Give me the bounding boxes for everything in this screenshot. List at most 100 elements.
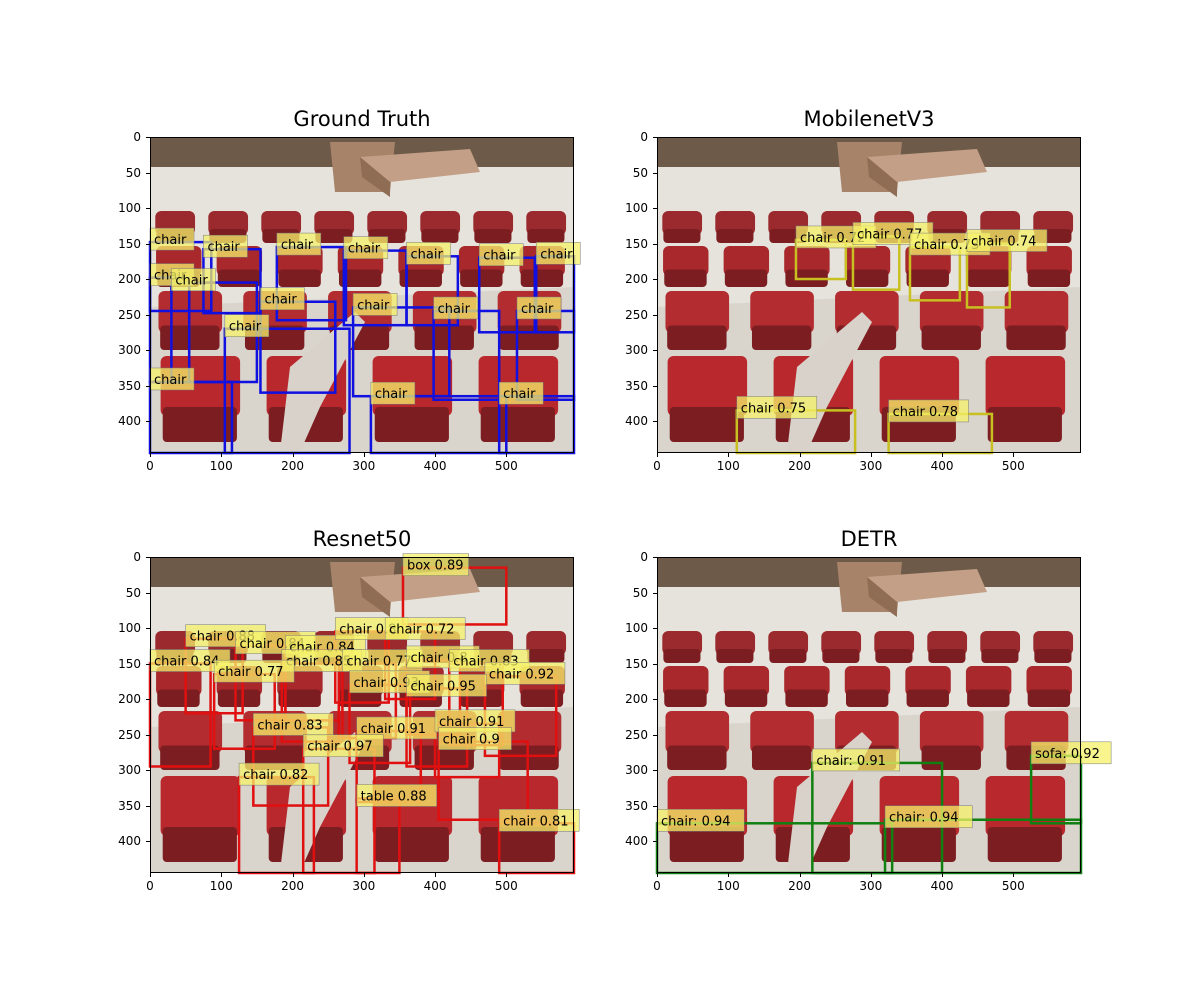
box-label: chair 0.74 bbox=[971, 235, 1036, 250]
x-tick-label: 100 bbox=[209, 459, 233, 473]
y-tick-mark bbox=[146, 350, 150, 352]
panel-title: Resnet50 bbox=[312, 527, 412, 551]
scene-seat-base bbox=[967, 689, 1010, 707]
scene-seat bbox=[965, 666, 1012, 696]
x-tick-label: 400 bbox=[930, 879, 954, 893]
box-label: chair bbox=[229, 320, 262, 335]
box-label: chair bbox=[207, 240, 240, 255]
panel-ground-truth: Ground Truth chair chair chair chair chair cha… bbox=[118, 107, 581, 472]
axes-frame bbox=[657, 557, 1081, 873]
box-label-bg bbox=[535, 242, 581, 265]
box-label-bg bbox=[384, 617, 466, 640]
scene-seat-base bbox=[785, 689, 828, 707]
x-tick-mark bbox=[150, 453, 151, 457]
box-label-bg bbox=[884, 805, 973, 828]
axes-frame bbox=[150, 137, 574, 453]
box-label: chair: 0.94 bbox=[661, 814, 731, 829]
x-tick-label: 0 bbox=[653, 459, 661, 473]
scene-seat-base bbox=[881, 827, 956, 862]
axes-frame bbox=[150, 557, 574, 873]
y-tick-mark bbox=[146, 385, 150, 387]
scene-seat-base bbox=[278, 689, 321, 707]
scene-seat-base bbox=[162, 827, 237, 862]
scene-aisle bbox=[280, 312, 365, 452]
scene-seat bbox=[1026, 666, 1072, 696]
y-tick-mark bbox=[146, 734, 150, 736]
scene-seat bbox=[1004, 291, 1069, 333]
y-tick-mark bbox=[653, 385, 657, 387]
x-tick-label: 500 bbox=[1001, 879, 1025, 893]
scene-seat bbox=[784, 666, 830, 696]
y-tick-label: 300 bbox=[118, 763, 141, 778]
scene-seat bbox=[985, 776, 1066, 836]
y-tick-label: 200 bbox=[118, 272, 141, 287]
scene-seat-base bbox=[769, 649, 807, 663]
scene-seat-base bbox=[664, 269, 707, 287]
y-tick-label: 400 bbox=[118, 834, 141, 849]
box-label: chair bbox=[264, 293, 297, 308]
box-label: chair bbox=[281, 238, 314, 253]
scene-seat bbox=[156, 666, 202, 696]
box-label: chair 0.83 bbox=[257, 718, 322, 733]
scene-seat-base bbox=[315, 229, 353, 243]
x-tick-label: 500 bbox=[1001, 459, 1025, 473]
bounding-box bbox=[883, 818, 1083, 875]
box-label: chair bbox=[154, 373, 187, 388]
y-tick-mark bbox=[146, 172, 150, 174]
y-tick-label: 100 bbox=[625, 201, 648, 215]
y-tick-mark bbox=[146, 557, 150, 558]
scene-seat-base bbox=[875, 649, 913, 663]
box-label-bg bbox=[1030, 741, 1112, 765]
box-label: chair 0.9 bbox=[443, 733, 500, 748]
scene-seat-base bbox=[751, 745, 812, 770]
bounding-box bbox=[223, 327, 351, 455]
x-tick-mark bbox=[1013, 873, 1015, 877]
y-tick-mark bbox=[653, 314, 657, 316]
box-label: sofa: 0.92 bbox=[1035, 747, 1100, 762]
scene-seat-base bbox=[162, 407, 237, 442]
x-tick-label: 0 bbox=[146, 459, 154, 473]
panel-title: DETR bbox=[840, 527, 898, 551]
scene-seat-base bbox=[414, 745, 474, 770]
box-label: chair 0.77 bbox=[346, 655, 411, 670]
box-label: chair 0.97 bbox=[307, 740, 372, 755]
x-tick-label: 300 bbox=[859, 879, 883, 893]
scene-seat-base bbox=[1027, 269, 1071, 287]
box-label: chair bbox=[438, 302, 471, 317]
scene-seat-base bbox=[520, 689, 564, 707]
y-tick-mark bbox=[146, 841, 150, 843]
scene-seat-base bbox=[751, 325, 812, 350]
x-tick-label: 200 bbox=[788, 879, 811, 893]
box-label-bg bbox=[478, 243, 524, 266]
box-label: chair 0.91 bbox=[439, 715, 504, 730]
box-label-bg bbox=[370, 381, 416, 405]
box-label-bg bbox=[498, 381, 544, 405]
scene-table-top bbox=[360, 149, 480, 182]
y-tick-mark bbox=[653, 592, 657, 594]
y-tick-mark bbox=[653, 628, 657, 629]
box-label-bg bbox=[736, 396, 818, 419]
box-label-bg bbox=[406, 674, 487, 697]
y-tick-mark bbox=[653, 841, 657, 843]
box-label-bg bbox=[352, 293, 398, 316]
box-label: chair bbox=[357, 298, 390, 313]
x-tick-label: 500 bbox=[494, 879, 518, 893]
scene-seat-base bbox=[921, 325, 981, 350]
x-tick-mark bbox=[506, 873, 508, 877]
x-tick-mark bbox=[942, 873, 944, 877]
box-label: chair bbox=[411, 247, 444, 262]
scene-seat-base bbox=[724, 689, 768, 707]
x-tick-mark bbox=[942, 453, 944, 457]
box-label: chair 0.8 bbox=[339, 623, 396, 638]
box-label-bg bbox=[253, 713, 334, 736]
x-tick-mark bbox=[657, 873, 658, 877]
y-tick-mark bbox=[146, 421, 150, 423]
y-tick-label: 250 bbox=[118, 727, 141, 742]
scene-seat-base bbox=[669, 827, 744, 862]
scene-seat-base bbox=[421, 229, 459, 243]
box-label: chair 0.92 bbox=[489, 667, 554, 682]
scene-seat bbox=[1026, 246, 1072, 276]
scene-seat-base bbox=[374, 827, 449, 862]
x-tick-mark bbox=[728, 873, 730, 877]
